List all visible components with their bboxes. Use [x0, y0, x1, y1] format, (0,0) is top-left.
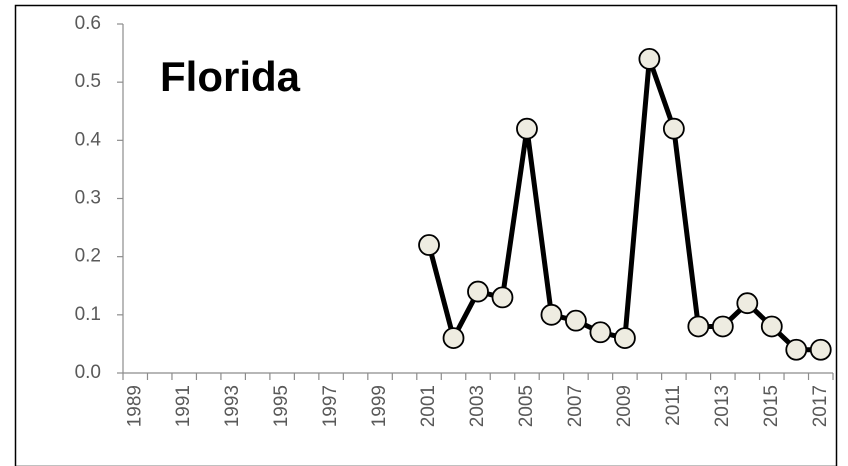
marker [540, 303, 563, 326]
x-tick-label: 1991 [173, 385, 194, 427]
x-tick-label: 2003 [467, 385, 488, 427]
chart-title: Florida [160, 53, 301, 100]
marker [467, 280, 489, 303]
x-tick-label: 2001 [418, 385, 439, 427]
y-tick-label: 0.1 [75, 304, 101, 325]
x-tick-label: 2013 [712, 385, 733, 427]
y-tick-label: 0.6 [75, 13, 101, 34]
marker [491, 286, 514, 309]
marker [809, 338, 832, 361]
y-tick-label: 0.5 [75, 71, 101, 92]
y-tick-label: 0.4 [75, 129, 102, 150]
x-tick-label: 2009 [614, 385, 635, 427]
marker [711, 315, 734, 338]
marker [418, 234, 440, 256]
x-tick-label: 2007 [565, 385, 586, 427]
x-tick-label: 2011 [663, 385, 684, 426]
x-tick-label: 2015 [761, 385, 782, 427]
marker [589, 321, 612, 344]
marker [516, 117, 538, 140]
y-tick-label: 0.0 [75, 362, 101, 383]
marker [785, 338, 808, 361]
x-tick-label: 1995 [271, 385, 292, 427]
line [426, 56, 821, 353]
marker [687, 315, 710, 338]
marker [736, 292, 759, 315]
marker [662, 117, 685, 140]
x-tick-label: 2005 [516, 385, 537, 427]
y-tick-label: 0.3 [75, 188, 101, 209]
marker [638, 48, 661, 70]
x-tick-label: 1999 [369, 385, 390, 427]
x-tick-label: 1997 [320, 385, 341, 427]
x-tick-label: 1993 [222, 385, 243, 427]
x-tick-label: 1989 [124, 385, 145, 427]
x-tick-label: 2017 [810, 385, 831, 427]
chart-frame [14, 4, 838, 466]
marker [565, 309, 587, 332]
y-tick-label: 0.2 [75, 246, 101, 267]
marker [613, 327, 636, 350]
marker [442, 327, 465, 350]
marker [760, 315, 783, 338]
